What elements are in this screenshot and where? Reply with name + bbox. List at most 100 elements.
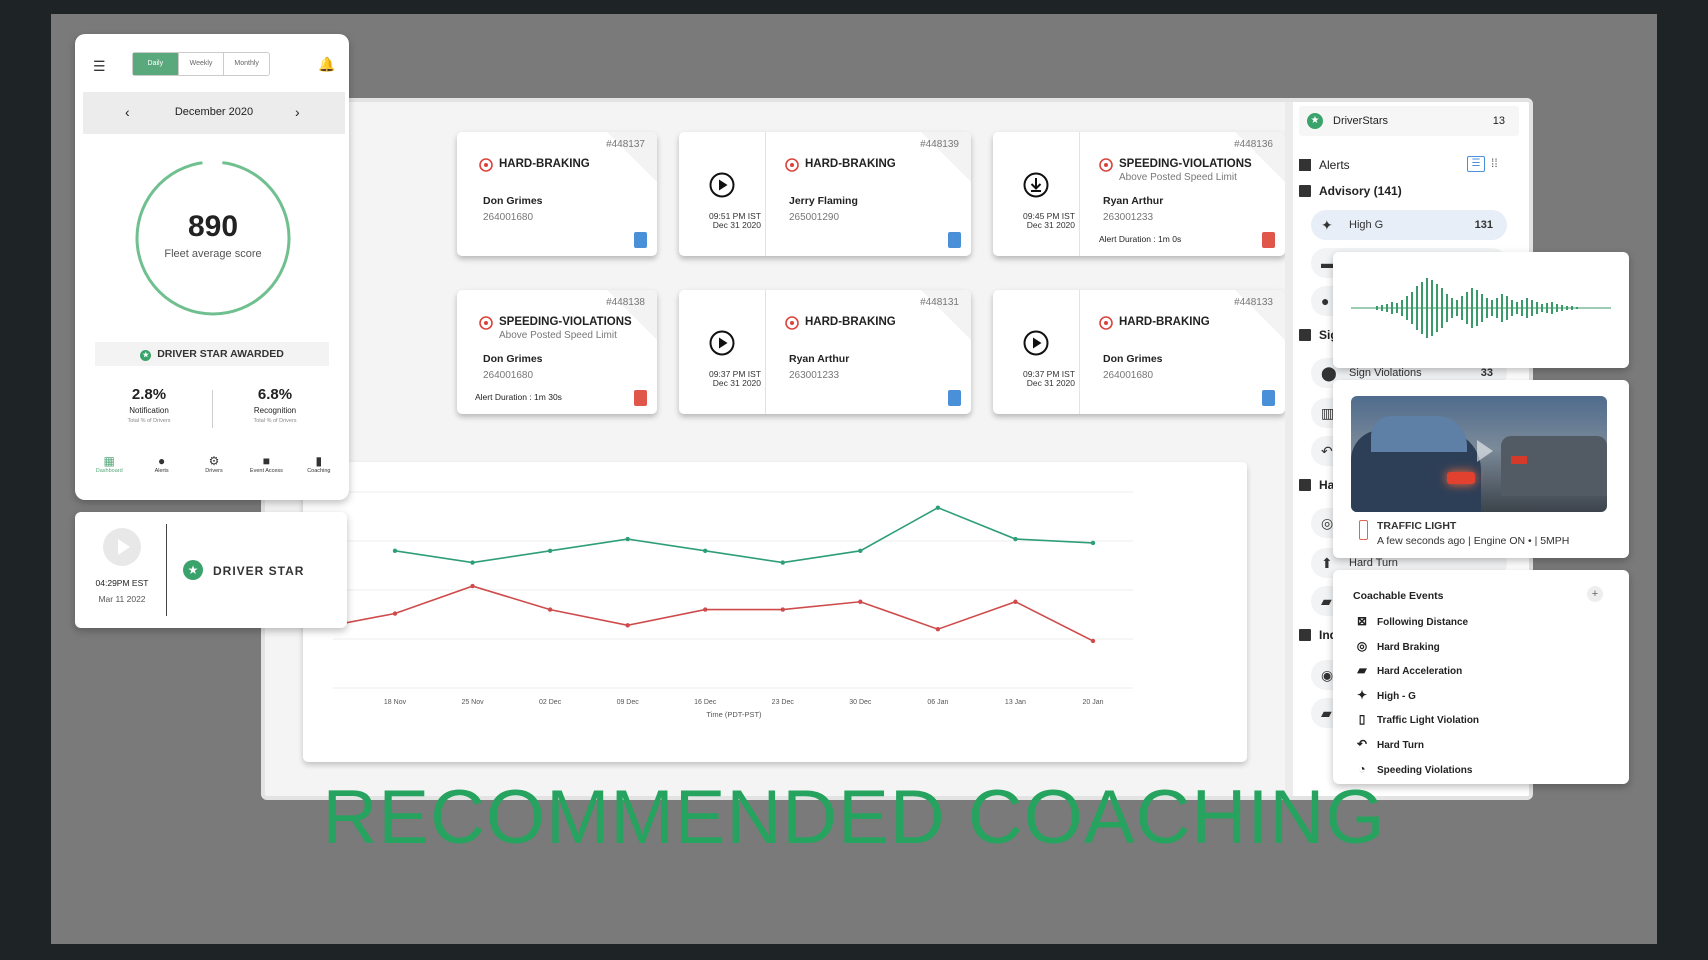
event-card[interactable]: 09:51 PM IST Dec 31 2020 #448139 HARD-BRAKI… [679,132,971,256]
data-point-green[interactable] [780,560,785,565]
card-time: 09:51 PM IST [709,211,761,221]
data-point-red[interactable] [703,607,708,612]
data-point-red[interactable] [470,583,475,589]
play-icon-triangle [719,179,728,191]
tab-daily[interactable]: Daily [133,53,178,75]
card-date: Dec 31 2020 [1026,220,1075,230]
data-point-green[interactable] [392,548,398,553]
hard-braking-icon-dot [484,163,488,167]
star-icon: ★ [183,560,203,580]
download-icon[interactable] [1023,172,1049,198]
data-point-red[interactable] [547,607,553,612]
document-file-icon[interactable] [634,232,647,248]
nav-event-access[interactable]: ■ Event Access [240,454,292,488]
coachable-item[interactable]: ▯ Traffic Light Violation [1353,712,1479,726]
data-point-red[interactable] [858,599,863,604]
hard-braking-icon-ring [1099,316,1113,330]
nav-drivers[interactable]: ⚙ Drivers [188,454,240,488]
pdf-file-icon[interactable] [1262,232,1275,248]
driver-star-label: DRIVER STAR [213,564,305,578]
star-date: Mar 11 2022 [98,594,146,604]
play-icon[interactable] [709,172,735,198]
coachable-item[interactable]: ▰ Hard Acceleration [1353,663,1462,677]
data-point-red[interactable] [625,623,630,628]
coachable-item[interactable]: ◔ Speeding Violations [1353,762,1472,776]
coachable-item[interactable]: ⊠ Following Distance [1353,614,1468,628]
tab-monthly[interactable]: Monthly [223,53,269,75]
low-impact-icon: ▬ [1321,255,1335,271]
waveform [1351,278,1611,338]
checkbox-checked[interactable] [1299,479,1311,491]
checkbox-checked[interactable] [1299,629,1311,641]
data-point-red[interactable] [780,607,785,612]
card-title: HARD-BRAKING [805,158,896,170]
card-driver-id: 264001680 [483,370,534,381]
data-point-red[interactable] [1013,599,1018,604]
event-card[interactable]: 09:37 PM IST Dec 31 2020 #448131 HARD-BRAKI… [679,290,971,414]
collapse-icon[interactable] [1299,185,1311,197]
data-point-green[interactable] [625,536,630,542]
card-fold [607,132,657,182]
event-card[interactable]: #448138 SPEEDING-VIOLATIONS Above Posted S… [457,290,657,414]
data-point-green[interactable] [547,548,553,553]
play-icon[interactable] [709,330,735,356]
alert-row-high-g[interactable]: ✦ High G 131 [1311,210,1507,240]
camera-thumbnail[interactable] [1351,396,1607,512]
driverstars-bar[interactable]: ★ DriverStars 13 [1299,106,1519,136]
list-view-icon[interactable]: ☰ [1467,156,1485,172]
driver-star-card[interactable]: 04:29PM EST Mar 11 2022 ★ DRIVER STAR [75,512,347,628]
data-point-red[interactable] [935,627,941,632]
data-point-red[interactable] [1090,638,1096,644]
data-point-green[interactable] [1090,540,1096,546]
data-point-green[interactable] [703,548,708,553]
stage-background: #448137 HARD-BRAKING Don Grimes 264001680 09… [51,14,1657,944]
event-card[interactable]: 09:37 PM IST Dec 31 2020 #448133 HARD-BRAKI… [993,290,1285,414]
hard-acceleration-icon: ▰ [1357,663,1367,678]
row-label: Hard Turn [1349,557,1398,569]
tab-weekly[interactable]: Weekly [177,53,224,75]
play-icon [1477,440,1493,462]
data-point-green[interactable] [935,505,941,510]
play-button[interactable] [103,528,141,566]
hard-braking-icon [1099,316,1113,330]
traffic-light-card[interactable]: TRAFFIC LIGHT A few seconds ago | Engine… [1333,380,1629,558]
add-icon[interactable]: + [1587,586,1603,602]
event-card[interactable]: 09:45 PM IST Dec 31 2020 #448136 SPEEDING-V… [993,132,1285,256]
data-point-green[interactable] [1013,536,1018,542]
nav-dashboard[interactable]: ▦ Dashboard [83,454,135,488]
card-driver-id: 264001680 [483,212,534,223]
card-date: Dec 31 2020 [1026,378,1075,388]
coachable-item[interactable]: ◎ Hard Braking [1353,639,1440,653]
data-point-green[interactable] [858,548,863,553]
eye-icon: ◉ [1321,667,1334,683]
advisory-section[interactable]: Advisory (141) [1299,184,1402,198]
nav-coaching[interactable]: ▮ Coaching [293,454,345,488]
data-point-green[interactable] [470,560,475,565]
document-file-icon[interactable] [948,232,961,248]
document-file-icon[interactable] [1262,390,1275,406]
play-icon[interactable] [1023,330,1049,356]
coachable-label: Hard Acceleration [1377,666,1463,678]
document-file-icon[interactable] [948,390,961,406]
hamburger-menu-icon[interactable]: ☰ [93,58,106,74]
card-timestamp: 09:45 PM IST Dec 31 2020 [993,212,1075,230]
x-tick-label: 16 Dec [694,699,717,706]
following-distance-icon: ⊠ [1356,614,1368,628]
grid-view-icon[interactable]: ⁞⁞ [1491,156,1498,170]
bell-icon[interactable]: 🔔 [318,56,336,72]
play-icon-triangle [1033,337,1042,349]
stat-sub: Total % of Drivers [253,418,297,424]
coachable-item[interactable]: ✦ High - G [1353,688,1416,702]
chevron-left-icon[interactable]: ‹ [125,104,130,120]
speedometer-icon: ◔ [1358,761,1366,776]
nav-alerts[interactable]: ● Alerts [135,454,187,488]
chevron-right-icon[interactable]: › [295,104,300,120]
coachable-item[interactable]: ↶ Hard Turn [1353,737,1424,751]
nav-label: Drivers [205,468,223,474]
checkbox-checked[interactable] [1299,329,1311,341]
pdf-file-icon[interactable] [634,390,647,406]
event-card[interactable]: #448137 HARD-BRAKING Don Grimes 264001680 [457,132,657,256]
collapse-icon[interactable] [1299,159,1311,171]
data-point-red[interactable] [392,611,398,616]
following-icon: ▰ [1321,705,1332,721]
